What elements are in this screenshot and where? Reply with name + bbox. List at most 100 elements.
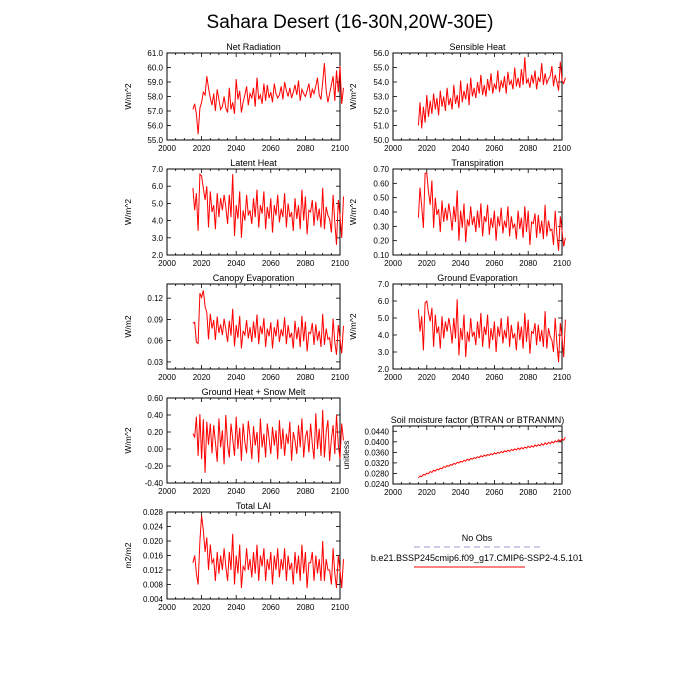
y-tick-label: 0.20 (373, 237, 389, 246)
y-tick-label: 0.0280 (365, 469, 390, 478)
y-tick-label: -0.40 (145, 479, 164, 488)
y-tick-label: 2.0 (378, 365, 390, 374)
x-tick-label: 2080 (297, 603, 315, 612)
x-tick-label: 2040 (227, 487, 245, 496)
chart-panel: Soil moisture factor (BTRAN or BTRANMN) 2… (341, 415, 571, 497)
y-tick-label: 0.008 (143, 581, 164, 590)
x-tick-label: 2000 (158, 144, 176, 153)
y-tick-label: 0.40 (147, 411, 163, 420)
y-tick-label: 55.0 (373, 64, 389, 73)
y-tick-label: 0.0320 (365, 459, 390, 468)
x-tick-label: 2000 (158, 603, 176, 612)
y-tick-label: 5.0 (378, 314, 390, 323)
x-tick-label: 2040 (452, 144, 470, 153)
chart-panel: Sensible Heat 2000 2020 2040 2060 2080 2100 50.… (348, 42, 571, 153)
y-tick-label: 50.0 (373, 136, 389, 145)
panel-title: Latent Heat (230, 158, 277, 168)
x-tick-label: 2020 (418, 373, 436, 382)
x-tick-label: 2000 (384, 488, 402, 497)
x-tick-label: 2020 (418, 144, 436, 153)
x-tick-label: 2000 (158, 487, 176, 496)
y-tick-label: 60.0 (147, 64, 163, 73)
y-tick-label: 58.0 (147, 93, 163, 102)
y-tick-label: 0.020 (143, 537, 164, 546)
y-tick-label: 0.60 (373, 179, 389, 188)
legend-obs-label: No Obs (462, 533, 493, 543)
y-tick-label: 0.06 (147, 337, 163, 346)
y-tick-label: 0.0440 (365, 427, 390, 436)
x-tick-label: 2000 (158, 259, 176, 268)
y-tick-label: 2.0 (152, 251, 164, 260)
y-tick-label: 0.024 (143, 523, 164, 532)
y-tick-label: 4.0 (152, 217, 164, 226)
panel-title: Transpiration (451, 158, 503, 168)
y-tick-label: 54.0 (373, 78, 389, 87)
series-line (192, 290, 344, 355)
series-line (418, 437, 566, 479)
panel-title: Total LAI (236, 501, 271, 511)
panel-title: Sensible Heat (449, 42, 506, 52)
plot-frame (166, 52, 341, 141)
x-tick-label: 2060 (262, 144, 280, 153)
y-tick-label: 0.00 (147, 445, 163, 454)
panel-title: Ground Heat + Snow Melt (202, 387, 306, 397)
y-axis-label: W/m^2 (348, 83, 358, 109)
x-tick-label: 2100 (331, 603, 349, 612)
y-tick-label: 57.0 (147, 107, 163, 116)
x-tick-label: 2100 (331, 373, 349, 382)
y-tick-label: 0.30 (373, 222, 389, 231)
x-tick-label: 2080 (297, 259, 315, 268)
series-line (417, 299, 566, 363)
x-tick-label: 2040 (452, 373, 470, 382)
x-tick-label: 2080 (297, 144, 315, 153)
series-line (192, 63, 344, 135)
x-tick-label: 2060 (262, 603, 280, 612)
y-tick-label: 0.016 (143, 552, 164, 561)
chart-panel: Net Radiation 2000 2020 2040 2060 2080 2100 55.… (123, 42, 349, 153)
x-tick-label: 2100 (553, 144, 571, 153)
y-tick-label: 0.60 (147, 394, 163, 403)
chart-panel: Latent Heat 2000 2020 2040 2060 2080 2100 2.0 3.… (123, 158, 349, 268)
y-tick-label: 3.0 (378, 348, 390, 357)
y-tick-label: -0.20 (145, 462, 164, 471)
x-tick-label: 2020 (193, 144, 211, 153)
y-tick-label: 7.0 (152, 165, 164, 174)
x-tick-label: 2020 (193, 487, 211, 496)
y-axis-label: unitless (341, 441, 351, 470)
y-tick-label: 55.0 (147, 136, 163, 145)
x-tick-label: 2060 (262, 259, 280, 268)
x-tick-label: 2080 (519, 144, 537, 153)
y-tick-label: 0.03 (147, 358, 163, 367)
legend-model-label: b.e21.BSSP245cmip6.f09_g17.CMIP6-SSP2-4.… (371, 553, 583, 563)
x-tick-label: 2040 (227, 603, 245, 612)
panel-title: Ground Evaporation (437, 273, 518, 283)
legend: No Obs b.e21.BSSP245cmip6.f09_g17.CMIP6-… (371, 533, 583, 568)
x-tick-label: 2020 (193, 373, 211, 382)
series-line (192, 173, 344, 245)
y-tick-label: 3.0 (152, 234, 164, 243)
y-axis-label: W/m^2 (123, 199, 133, 225)
y-tick-label: 6.0 (378, 297, 390, 306)
y-tick-label: 0.028 (143, 508, 164, 517)
y-axis-label: W/m2 (123, 315, 133, 337)
x-tick-label: 2100 (331, 487, 349, 496)
figure-title: Sahara Desert (16-30N,20W-30E) (207, 12, 494, 33)
x-tick-label: 2000 (384, 259, 402, 268)
x-tick-label: 2080 (519, 373, 537, 382)
chart-panel: Transpiration 2000 2020 2040 2060 2080 2100 0.1… (348, 158, 571, 268)
x-tick-label: 2080 (297, 487, 315, 496)
y-tick-label: 51.0 (373, 122, 389, 131)
x-tick-label: 2080 (519, 259, 537, 268)
series-line (192, 409, 344, 473)
x-tick-label: 2040 (227, 373, 245, 382)
plot-frame (166, 168, 341, 256)
panel-title: Canopy Evaporation (213, 273, 295, 283)
y-axis-label: W/m^2 (348, 199, 358, 225)
chart-panel: Ground Evaporation 2000 2020 2040 2060 2080 21… (348, 273, 571, 382)
x-tick-label: 2060 (486, 373, 504, 382)
x-tick-label: 2040 (227, 259, 245, 268)
x-tick-label: 2020 (418, 488, 436, 497)
y-tick-label: 0.012 (143, 566, 164, 575)
x-tick-label: 2020 (418, 259, 436, 268)
panel-title: Soil moisture factor (BTRAN or BTRANMN) (391, 415, 565, 425)
